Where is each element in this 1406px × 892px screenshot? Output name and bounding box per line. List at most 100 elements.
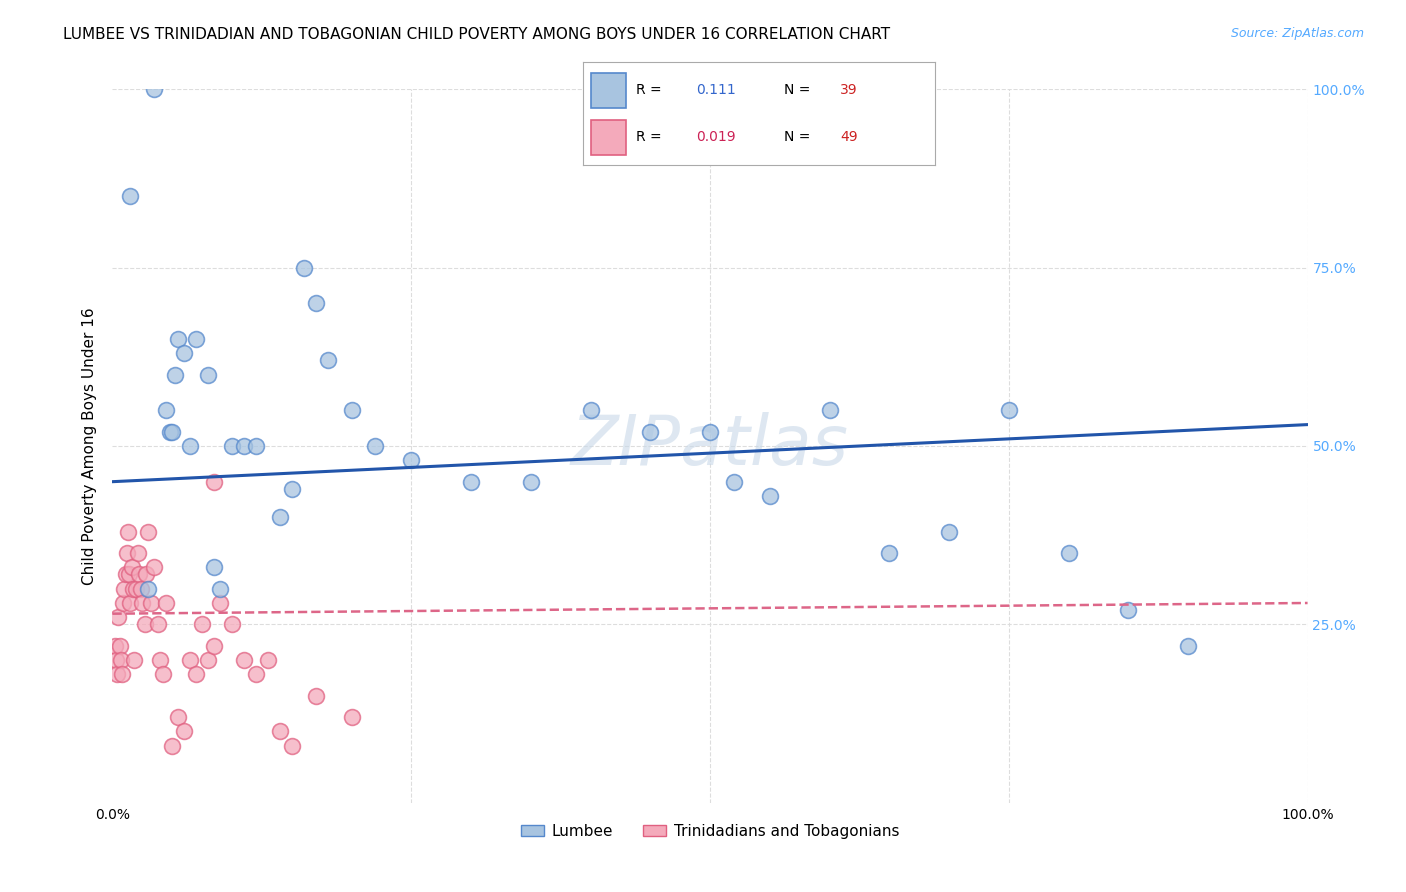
Point xyxy=(155,403,177,417)
Point xyxy=(579,403,602,417)
Point xyxy=(281,482,304,496)
Point xyxy=(105,653,128,667)
Point xyxy=(143,560,166,574)
Point xyxy=(281,739,304,753)
Text: 49: 49 xyxy=(841,130,858,145)
Point xyxy=(104,639,127,653)
Point xyxy=(292,260,315,275)
Legend: Lumbee, Trinidadians and Tobagonians: Lumbee, Trinidadians and Tobagonians xyxy=(515,818,905,845)
Point xyxy=(209,582,232,596)
Point xyxy=(197,653,219,667)
Point xyxy=(305,296,328,310)
Text: 39: 39 xyxy=(841,83,858,97)
Point xyxy=(135,567,157,582)
Point xyxy=(121,560,143,574)
Point xyxy=(138,524,160,539)
Point xyxy=(163,368,186,382)
Point xyxy=(233,653,256,667)
Point xyxy=(162,739,183,753)
Y-axis label: Child Poverty Among Boys Under 16: Child Poverty Among Boys Under 16 xyxy=(82,307,97,585)
Point xyxy=(1177,639,1199,653)
Bar xyxy=(591,120,626,155)
Point xyxy=(186,667,208,681)
Text: 0.111: 0.111 xyxy=(696,83,735,97)
Point xyxy=(269,724,291,739)
Text: R =: R = xyxy=(637,83,662,97)
Point xyxy=(245,439,267,453)
Point xyxy=(316,353,339,368)
Point xyxy=(723,475,745,489)
Point xyxy=(152,667,174,681)
Point xyxy=(364,439,387,453)
Point xyxy=(146,617,169,632)
Point xyxy=(1057,546,1080,560)
Text: ZIPatlas: ZIPatlas xyxy=(571,412,849,480)
Point xyxy=(128,567,150,582)
Point xyxy=(173,724,195,739)
Point xyxy=(460,475,482,489)
Point xyxy=(879,546,901,560)
Point xyxy=(111,667,134,681)
Point xyxy=(138,582,160,596)
Point xyxy=(202,639,225,653)
Point xyxy=(155,596,177,610)
Point xyxy=(257,653,280,667)
Text: R =: R = xyxy=(637,130,662,145)
Point xyxy=(134,617,156,632)
Text: N =: N = xyxy=(785,83,810,97)
Point xyxy=(107,610,129,624)
Point xyxy=(162,425,183,439)
Text: 0.019: 0.019 xyxy=(696,130,735,145)
Point xyxy=(125,582,148,596)
Point xyxy=(191,617,214,632)
Point xyxy=(221,439,243,453)
Point xyxy=(159,425,181,439)
Point xyxy=(143,82,166,96)
Point xyxy=(269,510,291,524)
Point xyxy=(121,582,143,596)
Point xyxy=(340,710,363,724)
Point xyxy=(179,439,201,453)
Point xyxy=(520,475,543,489)
Point xyxy=(127,546,149,560)
Point xyxy=(112,596,135,610)
Point xyxy=(110,653,132,667)
Point xyxy=(167,710,190,724)
Point xyxy=(209,596,232,610)
Point xyxy=(401,453,423,467)
Bar xyxy=(591,73,626,108)
Point xyxy=(173,346,195,360)
Point xyxy=(114,567,136,582)
Point xyxy=(202,560,225,574)
Point xyxy=(167,332,190,346)
Point xyxy=(340,403,363,417)
Point xyxy=(105,667,128,681)
Point xyxy=(305,689,328,703)
Point xyxy=(114,582,135,596)
Point xyxy=(202,475,225,489)
Point xyxy=(179,653,201,667)
Point xyxy=(149,653,172,667)
Point xyxy=(129,582,152,596)
Point xyxy=(122,653,145,667)
Point xyxy=(120,596,142,610)
Point xyxy=(640,425,662,439)
Point xyxy=(818,403,841,417)
Point xyxy=(221,617,243,632)
Point xyxy=(759,489,782,503)
Point xyxy=(197,368,219,382)
Point xyxy=(1118,603,1140,617)
Point xyxy=(139,596,162,610)
Point xyxy=(117,524,139,539)
Point xyxy=(938,524,960,539)
Point xyxy=(108,639,131,653)
Point xyxy=(186,332,208,346)
Point xyxy=(699,425,721,439)
Point xyxy=(998,403,1021,417)
Text: LUMBEE VS TRINIDADIAN AND TOBAGONIAN CHILD POVERTY AMONG BOYS UNDER 16 CORRELATI: LUMBEE VS TRINIDADIAN AND TOBAGONIAN CHI… xyxy=(63,27,890,42)
Text: Source: ZipAtlas.com: Source: ZipAtlas.com xyxy=(1230,27,1364,40)
Point xyxy=(120,189,142,203)
Point xyxy=(131,596,153,610)
Point xyxy=(118,567,141,582)
Point xyxy=(233,439,256,453)
